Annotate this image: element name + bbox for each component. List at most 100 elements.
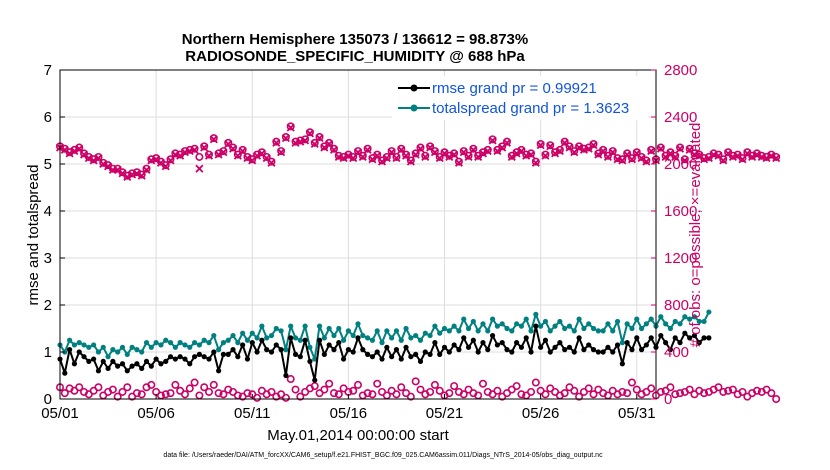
totalspread-point xyxy=(629,325,635,332)
obs-possible-marker xyxy=(435,386,444,395)
rmse-point xyxy=(398,356,404,362)
rmse-point xyxy=(336,340,342,346)
rmse-point xyxy=(667,347,674,353)
totalspread-point xyxy=(634,316,640,322)
totalspread-point xyxy=(177,340,183,346)
rmse-point xyxy=(682,330,688,336)
rmse-point xyxy=(76,349,82,355)
obs-evaluated-marker xyxy=(113,165,122,174)
legend[interactable]: rmse grand pr = 0.99921 totalspread gran… xyxy=(392,76,648,120)
obs-evaluated-marker xyxy=(421,152,430,161)
totalspread-point xyxy=(187,344,193,350)
obs-possible-marker xyxy=(137,390,146,399)
rmse-point xyxy=(139,365,145,372)
x-tick-label: 05/11 xyxy=(234,405,270,422)
obs-possible-marker xyxy=(724,386,733,395)
rmse-point xyxy=(369,354,376,360)
obs-evaluated-marker xyxy=(301,136,310,145)
rmse-point xyxy=(187,361,193,367)
chart-subtitle: RADIOSONDE_SPECIFIC_HUMIDITY @ 688 hPa xyxy=(185,48,525,65)
obs-possible-marker xyxy=(185,384,194,393)
totalspread-point xyxy=(509,328,515,334)
obs-evaluated-marker xyxy=(363,145,372,154)
obs-possible-marker xyxy=(464,151,473,160)
obs-possible-marker xyxy=(166,155,175,164)
totalspread-point xyxy=(643,321,649,327)
obs-evaluated-marker xyxy=(752,150,761,159)
obs-possible-marker xyxy=(483,145,492,154)
rmse-point xyxy=(533,323,539,329)
x-tick-label: 05/06 xyxy=(137,405,175,422)
totalspread-point xyxy=(581,325,587,332)
rmse-point xyxy=(302,337,308,343)
totalspread-point xyxy=(480,321,486,327)
obs-evaluated-marker xyxy=(666,149,675,158)
rmse-point xyxy=(663,340,669,346)
totalspread-point xyxy=(105,354,111,360)
obs-possible-marker xyxy=(118,387,127,396)
totalspread-point xyxy=(470,318,476,325)
obs-possible-marker xyxy=(656,387,665,396)
totalspread-point xyxy=(206,340,212,346)
rmse-point xyxy=(129,363,135,369)
totalspread-point xyxy=(340,337,347,343)
rmse-point xyxy=(91,356,97,362)
rmse-point xyxy=(571,349,577,355)
rmse-point xyxy=(696,340,702,346)
obs-possible-marker xyxy=(599,145,608,154)
x-tick-label: 05/31 xyxy=(618,405,656,422)
totalspread-point xyxy=(701,318,707,325)
rmse-point xyxy=(312,377,318,383)
obs-evaluated-marker xyxy=(680,156,689,165)
obs-evaluated-marker xyxy=(281,134,290,143)
obs-possible-marker xyxy=(589,390,598,399)
obs-evaluated-marker xyxy=(608,148,617,157)
legend-marker-totalspread xyxy=(410,104,418,112)
rmse-point xyxy=(461,335,467,341)
obs-evaluated-marker xyxy=(502,138,512,147)
rmse-point xyxy=(672,335,678,341)
totalspread-point xyxy=(254,335,260,341)
obs-possible-marker xyxy=(546,141,555,150)
totalspread-point xyxy=(624,321,630,327)
obs-possible-marker xyxy=(527,387,536,396)
obs-evaluated-marker xyxy=(84,154,93,163)
obs-possible-marker xyxy=(353,380,362,389)
totalspread-point xyxy=(528,328,534,334)
y-tick-label-right: 2000 xyxy=(664,156,697,173)
rmse-point xyxy=(504,347,510,353)
totalspread-point xyxy=(461,316,467,322)
rmse-point xyxy=(254,349,260,355)
totalspread-point xyxy=(489,316,496,322)
totalspread-point xyxy=(663,321,669,327)
obs-possible-marker xyxy=(373,150,382,159)
rmse-point xyxy=(365,351,371,357)
obs-evaluated-marker xyxy=(190,145,199,154)
obs-possible-marker xyxy=(205,150,214,159)
rmse-point xyxy=(288,335,294,341)
obs-evaluated-marker xyxy=(469,145,478,154)
rmse-point xyxy=(119,361,126,367)
obs-possible-marker xyxy=(224,138,233,147)
y-axis-label-left: rmse and totalspread xyxy=(25,165,42,306)
obs-evaluated-marker xyxy=(507,152,516,161)
totalspread-point xyxy=(658,314,664,320)
totalspread-point xyxy=(384,328,390,334)
obs-possible-marker xyxy=(623,389,632,398)
totalspread-point xyxy=(413,332,419,339)
obs-possible-marker xyxy=(315,132,324,141)
obs-possible-marker xyxy=(200,383,209,392)
obs-possible-marker xyxy=(397,144,406,153)
obs-evaluated-marker xyxy=(392,154,401,163)
obs-possible-marker xyxy=(560,389,569,398)
obs-possible-marker xyxy=(329,389,338,398)
totalspread-point xyxy=(86,344,92,350)
rmse-point xyxy=(393,347,400,353)
obs-evaluated-marker xyxy=(123,172,132,181)
totalspread-point xyxy=(336,325,342,332)
totalspread-point xyxy=(158,342,164,348)
y-tick-label-right: 1200 xyxy=(664,250,697,267)
obs-possible-marker xyxy=(575,392,584,401)
totalspread-point xyxy=(76,340,82,346)
totalspread-point xyxy=(648,316,654,322)
